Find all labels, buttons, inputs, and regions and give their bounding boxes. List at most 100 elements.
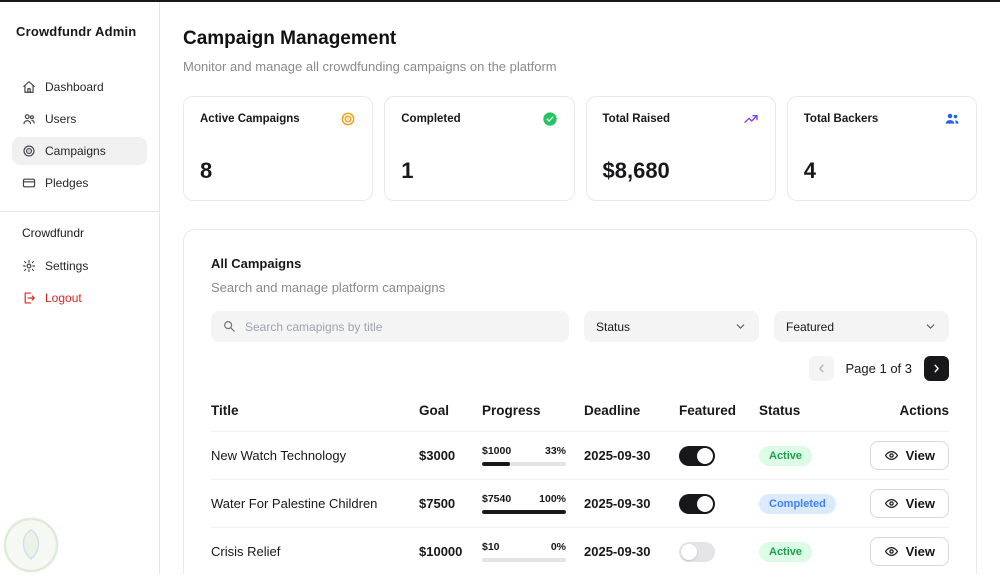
featured-toggle[interactable] <box>679 541 715 562</box>
sidebar-item-logout[interactable]: Logout <box>12 284 147 312</box>
sidebar-item-label: Logout <box>45 291 82 305</box>
column-header-deadline: Deadline <box>584 403 641 418</box>
stats-row: Active Campaigns 8 Completed 1 <box>183 96 977 201</box>
search-input[interactable] <box>211 311 569 342</box>
sidebar-divider <box>0 211 159 212</box>
sidebar-item-settings[interactable]: Settings <box>12 252 147 280</box>
users-icon <box>22 112 36 126</box>
view-button-label: View <box>905 496 935 511</box>
credit-card-icon <box>22 176 36 190</box>
toggle-knob <box>697 447 713 464</box>
prev-page-button[interactable] <box>808 356 834 381</box>
chevron-down-icon <box>924 320 937 333</box>
card-title: All Campaigns <box>211 256 302 271</box>
progress-percent: 100% <box>539 493 566 505</box>
users-icon <box>944 111 960 127</box>
stat-label: Completed <box>401 113 461 125</box>
card-subtitle: Search and manage platform campaigns <box>211 280 446 295</box>
status-badge: Active <box>759 445 813 466</box>
search-icon <box>222 319 236 333</box>
table-header-row: Title Goal Progress Deadline Featured St… <box>211 395 949 431</box>
progress-bar <box>482 462 566 466</box>
featured-toggle[interactable] <box>679 493 715 514</box>
view-button[interactable]: View <box>869 489 949 518</box>
sidebar-item-label: Pledges <box>45 176 89 190</box>
featured-filter-select[interactable]: Featured <box>774 311 949 342</box>
campaign-goal: $10000 <box>419 544 463 559</box>
logout-icon <box>22 291 36 305</box>
stat-value: 1 <box>401 158 414 183</box>
all-campaigns-card: All Campaigns Search and manage platform… <box>183 229 977 574</box>
page-indicator: Page 1 of 3 <box>845 361 913 376</box>
campaign-progress: $1000 33% <box>482 445 566 466</box>
column-header-actions: Actions <box>899 403 949 418</box>
table-row: Crisis Relief $10000 $10 0% 2025-09-30 A… <box>211 527 949 574</box>
column-header-progress: Progress <box>482 403 541 418</box>
main-content: Campaign Management Monitor and manage a… <box>160 2 1000 574</box>
raised-amount: $7540 <box>482 493 512 505</box>
stat-value: $8,680 <box>602 158 670 183</box>
check-circle-icon <box>542 111 558 127</box>
target-icon <box>340 111 356 127</box>
table-row: New Watch Technology $3000 $1000 33% 202… <box>211 431 949 479</box>
pagination: Page 1 of 3 <box>211 356 949 381</box>
sidebar-item-dashboard[interactable]: Dashboard <box>12 73 147 101</box>
sidebar-item-pledges[interactable]: Pledges <box>12 169 147 197</box>
campaign-goal: $7500 <box>419 496 456 511</box>
sidebar-item-users[interactable]: Users <box>12 105 147 133</box>
next-page-button[interactable] <box>924 356 949 381</box>
stat-card-total-backers: Total Backers 4 <box>786 96 977 201</box>
select-value: Status <box>596 319 631 334</box>
select-value: Featured <box>786 319 835 334</box>
campaign-title: Water For Palestine Children <box>211 496 378 511</box>
progress-bar <box>482 510 566 514</box>
campaign-goal: $3000 <box>419 448 456 463</box>
home-icon <box>22 80 36 94</box>
sidebar-brand: Crowdfundr <box>22 226 85 240</box>
chevron-right-icon <box>930 362 943 375</box>
view-button[interactable]: View <box>869 441 949 470</box>
sidebar-item-campaigns[interactable]: Campaigns <box>12 137 147 165</box>
toggle-knob <box>681 543 697 560</box>
stat-card-total-raised: Total Raised $8,680 <box>585 96 776 201</box>
raised-amount: $10 <box>482 541 500 553</box>
trending-up-icon <box>743 111 759 127</box>
status-filter-select[interactable]: Status <box>584 311 759 342</box>
stat-value: 4 <box>803 158 816 183</box>
stat-label: Total Backers <box>803 113 879 125</box>
table-row: Water For Palestine Children $7500 $7540… <box>211 479 949 527</box>
campaign-title: Crisis Relief <box>211 544 281 559</box>
toggle-knob <box>697 495 713 512</box>
stat-label: Active Campaigns <box>200 113 300 125</box>
sidebar-item-label: Settings <box>45 259 89 273</box>
page-title: Campaign Management <box>183 28 397 49</box>
window-top-edge <box>0 0 1000 2</box>
raised-amount: $1000 <box>482 445 512 457</box>
view-button[interactable]: View <box>869 537 949 566</box>
app-title: Crowdfundr Admin <box>16 24 137 39</box>
campaign-deadline: 2025-09-30 <box>584 496 651 511</box>
page-subtitle: Monitor and manage all crowdfunding camp… <box>183 59 557 74</box>
campaign-title: New Watch Technology <box>211 448 347 463</box>
progress-percent: 0% <box>550 541 566 553</box>
column-header-title: Title <box>211 403 239 418</box>
eye-icon <box>884 544 899 559</box>
sidebar-nav: Dashboard Users Campaigns Pledges <box>12 73 147 197</box>
search-box <box>211 311 569 342</box>
column-header-goal: Goal <box>419 403 450 418</box>
view-button-label: View <box>905 448 935 463</box>
eye-icon <box>884 496 899 511</box>
view-button-label: View <box>905 544 935 559</box>
column-header-featured: Featured <box>679 403 737 418</box>
progress-percent: 33% <box>544 445 566 457</box>
chevron-left-icon <box>815 362 828 375</box>
stat-card-completed: Completed 1 <box>384 96 575 201</box>
stat-label: Total Raised <box>602 113 671 125</box>
featured-toggle[interactable] <box>679 445 715 466</box>
sidebar-item-label: Campaigns <box>45 144 106 158</box>
chevron-down-icon <box>734 320 747 333</box>
eye-icon <box>884 448 899 463</box>
sidebar-item-label: Dashboard <box>45 80 104 94</box>
stat-value: 8 <box>200 158 213 183</box>
status-badge: Completed <box>759 493 836 514</box>
